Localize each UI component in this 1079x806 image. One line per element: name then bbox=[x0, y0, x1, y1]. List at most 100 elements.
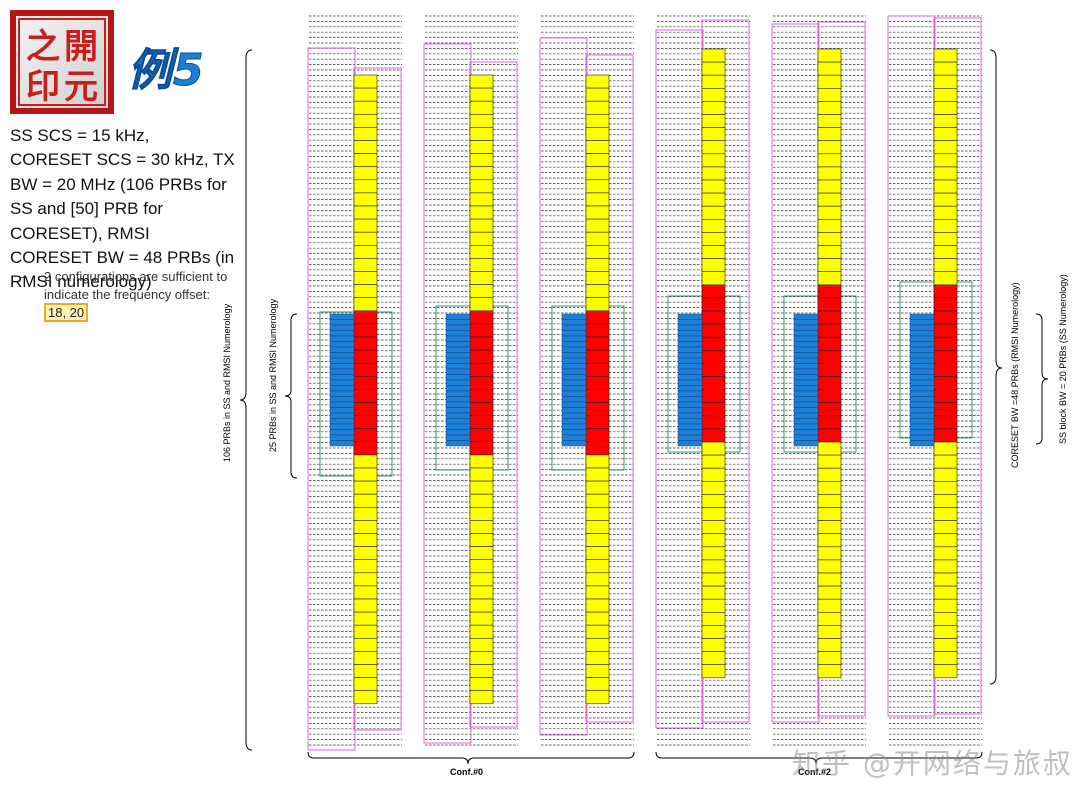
overlap-prb-cell bbox=[469, 375, 494, 390]
ssblock-prb-cell bbox=[793, 368, 819, 375]
ssblock-prb-cell bbox=[677, 324, 703, 331]
overlap-prb-cell bbox=[469, 362, 494, 377]
overlap-prb-cell bbox=[585, 310, 610, 325]
ssblock-prb-cell bbox=[329, 324, 355, 331]
ssblock-prb-cell bbox=[793, 401, 819, 408]
coreset-prb-cell bbox=[933, 205, 958, 220]
ssblock-prb-cell bbox=[909, 401, 935, 408]
ssblock-prb-cell bbox=[561, 385, 587, 392]
coreset-prb-cell bbox=[585, 520, 610, 534]
coreset-prb-cell bbox=[353, 493, 378, 508]
coreset-prb-cell bbox=[353, 140, 378, 154]
overlap-prb-cell bbox=[469, 402, 494, 416]
coreset-prb-cell bbox=[817, 219, 842, 233]
coreset-prb-cell bbox=[353, 192, 378, 207]
overlap-prb-cell bbox=[817, 336, 842, 351]
overlap-prb-cell bbox=[353, 389, 378, 403]
ssblock-prb-cell bbox=[677, 418, 703, 425]
brace-conf0 bbox=[307, 751, 635, 765]
coreset-prb-cell bbox=[933, 454, 958, 469]
ssblock-prb-cell bbox=[561, 412, 587, 419]
ssblock-prb-cell bbox=[677, 423, 703, 430]
coreset-prb-cell bbox=[817, 546, 842, 561]
coreset-prb-cell bbox=[469, 166, 494, 181]
overlap-prb-cell bbox=[585, 428, 610, 443]
ssblock-prb-cell bbox=[329, 313, 355, 320]
ssblock-prb-cell bbox=[909, 352, 935, 359]
overlap-prb-cell bbox=[817, 376, 842, 390]
ssblock-prb-cell bbox=[561, 423, 587, 430]
overlap-prb-cell bbox=[933, 389, 958, 404]
coreset-prb-cell bbox=[585, 585, 610, 600]
coreset-prb-cell bbox=[469, 664, 494, 678]
coreset-prb-cell bbox=[817, 454, 842, 469]
ssblock-prb-cell bbox=[793, 313, 819, 320]
ssblock-prb-cell bbox=[445, 401, 471, 408]
coreset-prb-cell bbox=[353, 559, 378, 574]
ssblock-prb-cell bbox=[445, 396, 471, 403]
overlap-prb-cell bbox=[933, 363, 958, 377]
ssblock-prb-cell bbox=[329, 390, 355, 397]
coreset-prb-cell bbox=[933, 625, 958, 639]
ssblock-prb-cell bbox=[909, 368, 935, 375]
ssblock-prb-cell bbox=[793, 407, 819, 414]
ssblock-prb-cell bbox=[677, 341, 703, 348]
coreset-prb-cell bbox=[933, 192, 958, 207]
ssblock-prb-cell bbox=[445, 374, 471, 381]
coreset-prb-cell bbox=[701, 88, 726, 102]
coreset-prb-cell bbox=[469, 258, 494, 272]
coreset-prb-cell bbox=[353, 546, 378, 560]
coreset-prb-cell bbox=[585, 153, 610, 168]
coreset-prb-cell bbox=[701, 153, 726, 168]
ssblock-prb-cell bbox=[561, 352, 587, 359]
coreset-prb-cell bbox=[353, 87, 378, 102]
coreset-prb-cell bbox=[701, 507, 726, 521]
ssblock-prb-cell bbox=[445, 418, 471, 425]
coreset-prb-cell bbox=[353, 572, 378, 587]
coreset-prb-cell bbox=[701, 101, 726, 115]
overlap-prb-cell bbox=[701, 363, 726, 377]
group-label-conf0: Conf.#0 bbox=[450, 767, 483, 777]
coreset-prb-cell bbox=[469, 585, 494, 600]
coreset-prb-cell bbox=[817, 153, 842, 168]
ssblock-prb-cell bbox=[329, 363, 355, 370]
overlap-prb-cell bbox=[585, 336, 610, 351]
ssblock-prb-cell bbox=[677, 379, 703, 386]
coreset-prb-cell bbox=[353, 231, 378, 246]
coreset-prb-cell bbox=[817, 585, 842, 600]
overlap-prb-cell bbox=[585, 349, 610, 364]
coreset-prb-cell bbox=[353, 258, 378, 272]
ssblock-prb-cell bbox=[909, 412, 935, 419]
coreset-prb-cell bbox=[701, 480, 726, 495]
coreset-prb-cell bbox=[817, 245, 842, 259]
coreset-prb-cell bbox=[817, 179, 842, 194]
coreset-prb-cell bbox=[817, 127, 842, 141]
coreset-prb-cell bbox=[701, 245, 726, 259]
coreset-prb-cell bbox=[701, 546, 726, 561]
coreset-prb-cell bbox=[469, 100, 494, 115]
ssblock-prb-cell bbox=[329, 341, 355, 348]
coreset-prb-cell bbox=[469, 598, 494, 613]
ssblock-prb-cell bbox=[445, 434, 471, 441]
overlap-prb-cell bbox=[933, 402, 958, 417]
brace-ss-prbs bbox=[284, 313, 298, 479]
coreset-prb-cell bbox=[817, 205, 842, 220]
overlap-prb-cell bbox=[933, 415, 958, 430]
overlap-prb-cell bbox=[933, 323, 958, 338]
coreset-prb-cell bbox=[585, 218, 610, 233]
coreset-prb-cell bbox=[353, 506, 378, 521]
coreset-prb-cell bbox=[817, 507, 842, 521]
bullet-dash: – bbox=[20, 269, 28, 284]
ssblock-prb-cell bbox=[329, 346, 355, 353]
coreset-prb-cell bbox=[933, 140, 958, 155]
overlap-prb-cell bbox=[701, 389, 726, 404]
coreset-prb-cell bbox=[469, 454, 494, 469]
overlap-prb-cell bbox=[469, 323, 494, 338]
ssblock-prb-cell bbox=[445, 324, 471, 331]
coreset-prb-cell bbox=[469, 284, 494, 299]
coreset-prb-cell bbox=[701, 559, 726, 574]
overlap-prb-cell bbox=[353, 349, 378, 364]
ssblock-prb-cell bbox=[909, 429, 935, 436]
overlap-prb-cell bbox=[469, 428, 494, 443]
coreset-prb-cell bbox=[933, 219, 958, 233]
